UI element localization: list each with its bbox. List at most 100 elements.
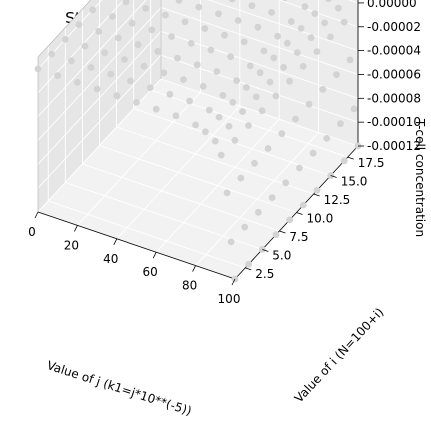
z-tick-label: -0.00006	[367, 68, 421, 82]
data-point	[227, 238, 235, 246]
data-point	[231, 136, 239, 144]
data-point	[260, 47, 268, 55]
z-tick-label: -0.00010	[367, 115, 421, 129]
z-axis-label: T-cell concentration	[413, 118, 427, 237]
data-point	[350, 105, 358, 113]
data-point	[89, 6, 97, 14]
y-tick-label: 17.5	[358, 156, 385, 170]
grid-line-z	[207, 0, 359, 52]
data-point	[293, 49, 301, 56]
data-point	[255, 208, 262, 216]
data-point	[95, 27, 103, 35]
y-tick-label: 5.0	[272, 248, 291, 262]
data-point	[154, 48, 162, 55]
data-point	[325, 0, 332, 3]
z-tick-label: -0.00002	[367, 20, 421, 34]
data-point	[327, 33, 334, 41]
data-point	[215, 113, 223, 121]
z-tick-label: 0.00000	[367, 0, 417, 10]
data-point	[122, 0, 130, 6]
data-point	[346, 56, 354, 64]
data-point	[93, 85, 101, 93]
y-tick-label: 7.5	[289, 230, 308, 244]
data-point	[201, 25, 209, 32]
y-tick	[330, 175, 337, 178]
data-point	[266, 78, 274, 86]
data-point	[187, 39, 195, 47]
x-tick	[192, 265, 196, 272]
data-point	[274, 32, 281, 40]
grid-line-y	[99, 145, 297, 213]
data-point	[240, 38, 248, 46]
grid-line-z	[37, 0, 103, 70]
grid-line-y	[82, 163, 280, 232]
data-point	[340, 157, 348, 165]
data-point	[215, 10, 222, 18]
data-points	[34, 0, 362, 283]
data-point	[272, 92, 280, 100]
x-tick	[231, 278, 236, 286]
data-point	[121, 56, 128, 63]
data-point	[34, 65, 42, 73]
grid-line-y	[116, 126, 314, 195]
data-point	[199, 82, 207, 90]
data-point	[233, 77, 241, 84]
data-point	[75, 21, 83, 28]
data-point	[258, 107, 266, 115]
data-point	[54, 72, 62, 79]
data-point	[152, 105, 160, 113]
data-point	[195, 3, 203, 11]
x-tick	[113, 238, 118, 245]
data-point	[278, 130, 286, 138]
grid-line-z	[37, 78, 162, 213]
y-axis-label: Value of i (N=100+i)	[292, 305, 387, 405]
data-point	[292, 115, 299, 123]
data-point	[68, 57, 75, 65]
data-point	[282, 179, 290, 187]
data-point	[268, 194, 276, 202]
data-point	[127, 77, 134, 85]
x-axis-label: Value of j (k1=j*10**(-5))	[45, 358, 193, 418]
data-point	[258, 246, 266, 253]
data-point	[115, 34, 122, 42]
x-tick-label: 0	[28, 225, 36, 239]
data-point	[213, 68, 221, 75]
data-point	[168, 33, 175, 40]
y-tick	[279, 230, 286, 234]
data-point	[61, 36, 69, 43]
data-point	[172, 112, 180, 120]
data-point	[87, 64, 95, 71]
data-point	[134, 41, 142, 49]
data-point	[284, 39, 291, 47]
data-point	[248, 2, 256, 10]
data-point	[225, 123, 233, 130]
data-point	[128, 19, 136, 27]
data-point	[321, 19, 328, 27]
data-point	[180, 76, 187, 83]
data-point	[146, 84, 154, 91]
data-point	[217, 151, 225, 159]
data-point	[207, 46, 215, 54]
data-point	[251, 159, 258, 167]
data-point	[297, 25, 305, 32]
y-tick-label: 15.0	[341, 175, 368, 189]
data-point	[334, 4, 342, 12]
y-tick	[245, 267, 252, 271]
data-point	[239, 108, 247, 115]
x-tick	[152, 252, 157, 259]
z-tick-label: -0.00008	[367, 91, 421, 105]
data-point	[286, 77, 293, 85]
data-point	[296, 164, 303, 172]
data-point	[229, 98, 237, 106]
data-point	[81, 42, 89, 50]
x-tick-label: 100	[218, 292, 241, 306]
x-tick-label: 40	[103, 252, 118, 266]
data-point	[301, 3, 309, 11]
data-point	[234, 17, 242, 24]
data-point	[340, 18, 348, 26]
grid-line-z	[37, 0, 125, 94]
data-point	[227, 53, 235, 61]
data-point	[228, 0, 236, 3]
y-tick-label: 12.5	[324, 193, 351, 207]
data-point	[333, 71, 340, 78]
